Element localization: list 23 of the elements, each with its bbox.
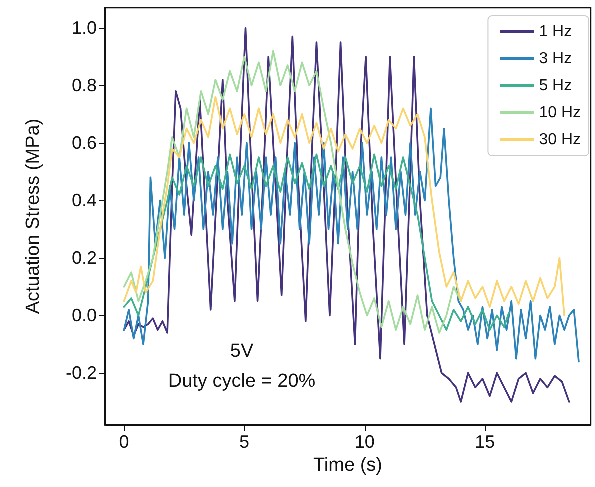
x-tick-label: 15 (475, 432, 496, 452)
legend-label: 30 Hz (539, 132, 581, 148)
annotation: Duty cycle = 20% (168, 371, 316, 392)
y-tick-label: -0.2 (66, 363, 97, 384)
x-axis-title: Time (s) (314, 454, 382, 476)
line-series (123, 50, 462, 334)
legend-label: 1 Hz (539, 24, 572, 40)
legend-label: 5 Hz (539, 78, 572, 94)
x-tick-label: 10 (354, 432, 375, 452)
line-series (123, 154, 510, 331)
x-tick-label: 0 (119, 432, 130, 452)
y-tick-label: 0.6 (72, 133, 97, 154)
y-axis-title: Actuation Stress (MPa) (23, 118, 44, 314)
y-tick-label: 0.8 (72, 76, 97, 96)
y-tick-label: 0.0 (72, 306, 97, 326)
y-tick-label: 0.2 (72, 248, 97, 268)
y-tick-label: 1.0 (72, 18, 97, 38)
legend-label: 3 Hz (539, 50, 572, 68)
y-tick-label: 0.4 (72, 190, 97, 211)
line-series (123, 108, 580, 363)
annotation: 5V (230, 341, 254, 362)
legend-label: 10 Hz (539, 104, 581, 122)
x-tick-label: 5 (240, 432, 250, 452)
